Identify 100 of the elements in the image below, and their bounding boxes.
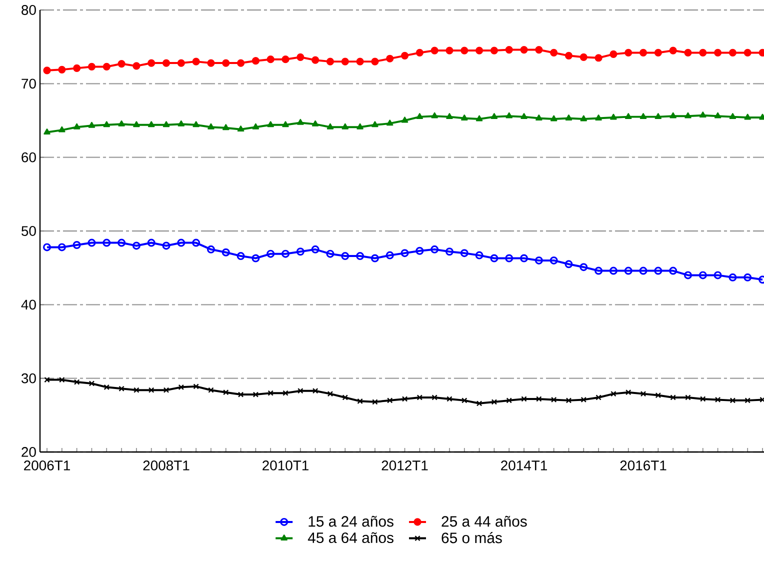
point <box>268 390 274 396</box>
point <box>238 392 244 398</box>
point <box>341 252 350 260</box>
point <box>744 114 751 120</box>
point <box>491 399 498 405</box>
point <box>640 390 646 397</box>
point <box>134 387 140 393</box>
point <box>206 245 215 254</box>
point <box>640 113 647 120</box>
point <box>490 254 498 262</box>
point <box>236 252 245 260</box>
point <box>223 389 229 396</box>
point <box>624 266 632 275</box>
point <box>698 271 707 280</box>
point <box>162 121 170 128</box>
point <box>356 123 364 130</box>
point <box>402 396 408 402</box>
point <box>564 52 573 60</box>
point <box>312 388 318 394</box>
point <box>147 238 156 247</box>
point <box>625 389 632 396</box>
point <box>88 380 95 386</box>
point <box>44 128 50 134</box>
point <box>580 115 588 122</box>
point <box>610 390 616 397</box>
point <box>462 398 468 404</box>
point <box>386 54 394 62</box>
point <box>534 256 543 264</box>
point <box>266 56 274 64</box>
point <box>162 242 170 250</box>
point <box>118 60 126 68</box>
point <box>102 62 110 71</box>
point <box>372 399 378 405</box>
point <box>520 113 528 120</box>
point <box>148 387 154 393</box>
point <box>73 123 80 130</box>
point <box>744 48 752 57</box>
point <box>475 251 484 260</box>
x-tick-label: 2012T1 <box>382 460 428 470</box>
point <box>72 240 81 249</box>
point <box>282 390 288 396</box>
point <box>252 123 260 130</box>
point <box>370 254 379 262</box>
point <box>207 59 215 67</box>
point <box>192 121 200 128</box>
point <box>59 376 65 383</box>
point <box>475 46 484 54</box>
point <box>506 112 512 118</box>
point <box>610 114 617 120</box>
point <box>266 250 275 258</box>
point <box>341 58 349 66</box>
point <box>386 398 393 404</box>
point <box>550 396 557 403</box>
point <box>342 123 349 130</box>
point <box>594 266 603 275</box>
point <box>88 122 96 128</box>
point <box>237 126 244 132</box>
point <box>208 123 214 130</box>
point <box>699 48 707 57</box>
point <box>58 66 66 74</box>
point <box>282 250 290 258</box>
point <box>714 271 722 280</box>
point <box>386 120 394 126</box>
point <box>728 273 737 282</box>
point <box>416 394 423 400</box>
x-tick-label: 2010T1 <box>262 460 308 470</box>
point <box>252 392 259 398</box>
point <box>580 263 588 272</box>
point <box>430 245 439 254</box>
point <box>565 114 572 120</box>
point <box>312 56 320 64</box>
point <box>133 121 140 128</box>
point <box>624 113 632 120</box>
point <box>654 266 662 275</box>
point <box>132 62 140 70</box>
point <box>624 48 632 57</box>
point <box>236 59 245 67</box>
point <box>192 58 200 66</box>
point <box>730 398 736 404</box>
point <box>222 59 230 67</box>
point <box>222 248 230 256</box>
point <box>102 238 111 247</box>
point <box>416 246 424 255</box>
point <box>401 116 408 123</box>
y-tick-label: 20 <box>22 447 36 457</box>
point <box>356 58 364 66</box>
point <box>296 248 304 256</box>
point <box>669 266 678 275</box>
point <box>580 396 586 403</box>
point <box>326 250 334 258</box>
y-tick-label: 50 <box>22 226 36 236</box>
point <box>298 388 304 394</box>
point <box>490 46 498 54</box>
point <box>267 121 274 128</box>
point <box>44 376 50 383</box>
point <box>728 48 736 57</box>
point <box>521 396 527 402</box>
point <box>609 266 618 275</box>
point <box>148 121 155 128</box>
point <box>744 398 750 404</box>
